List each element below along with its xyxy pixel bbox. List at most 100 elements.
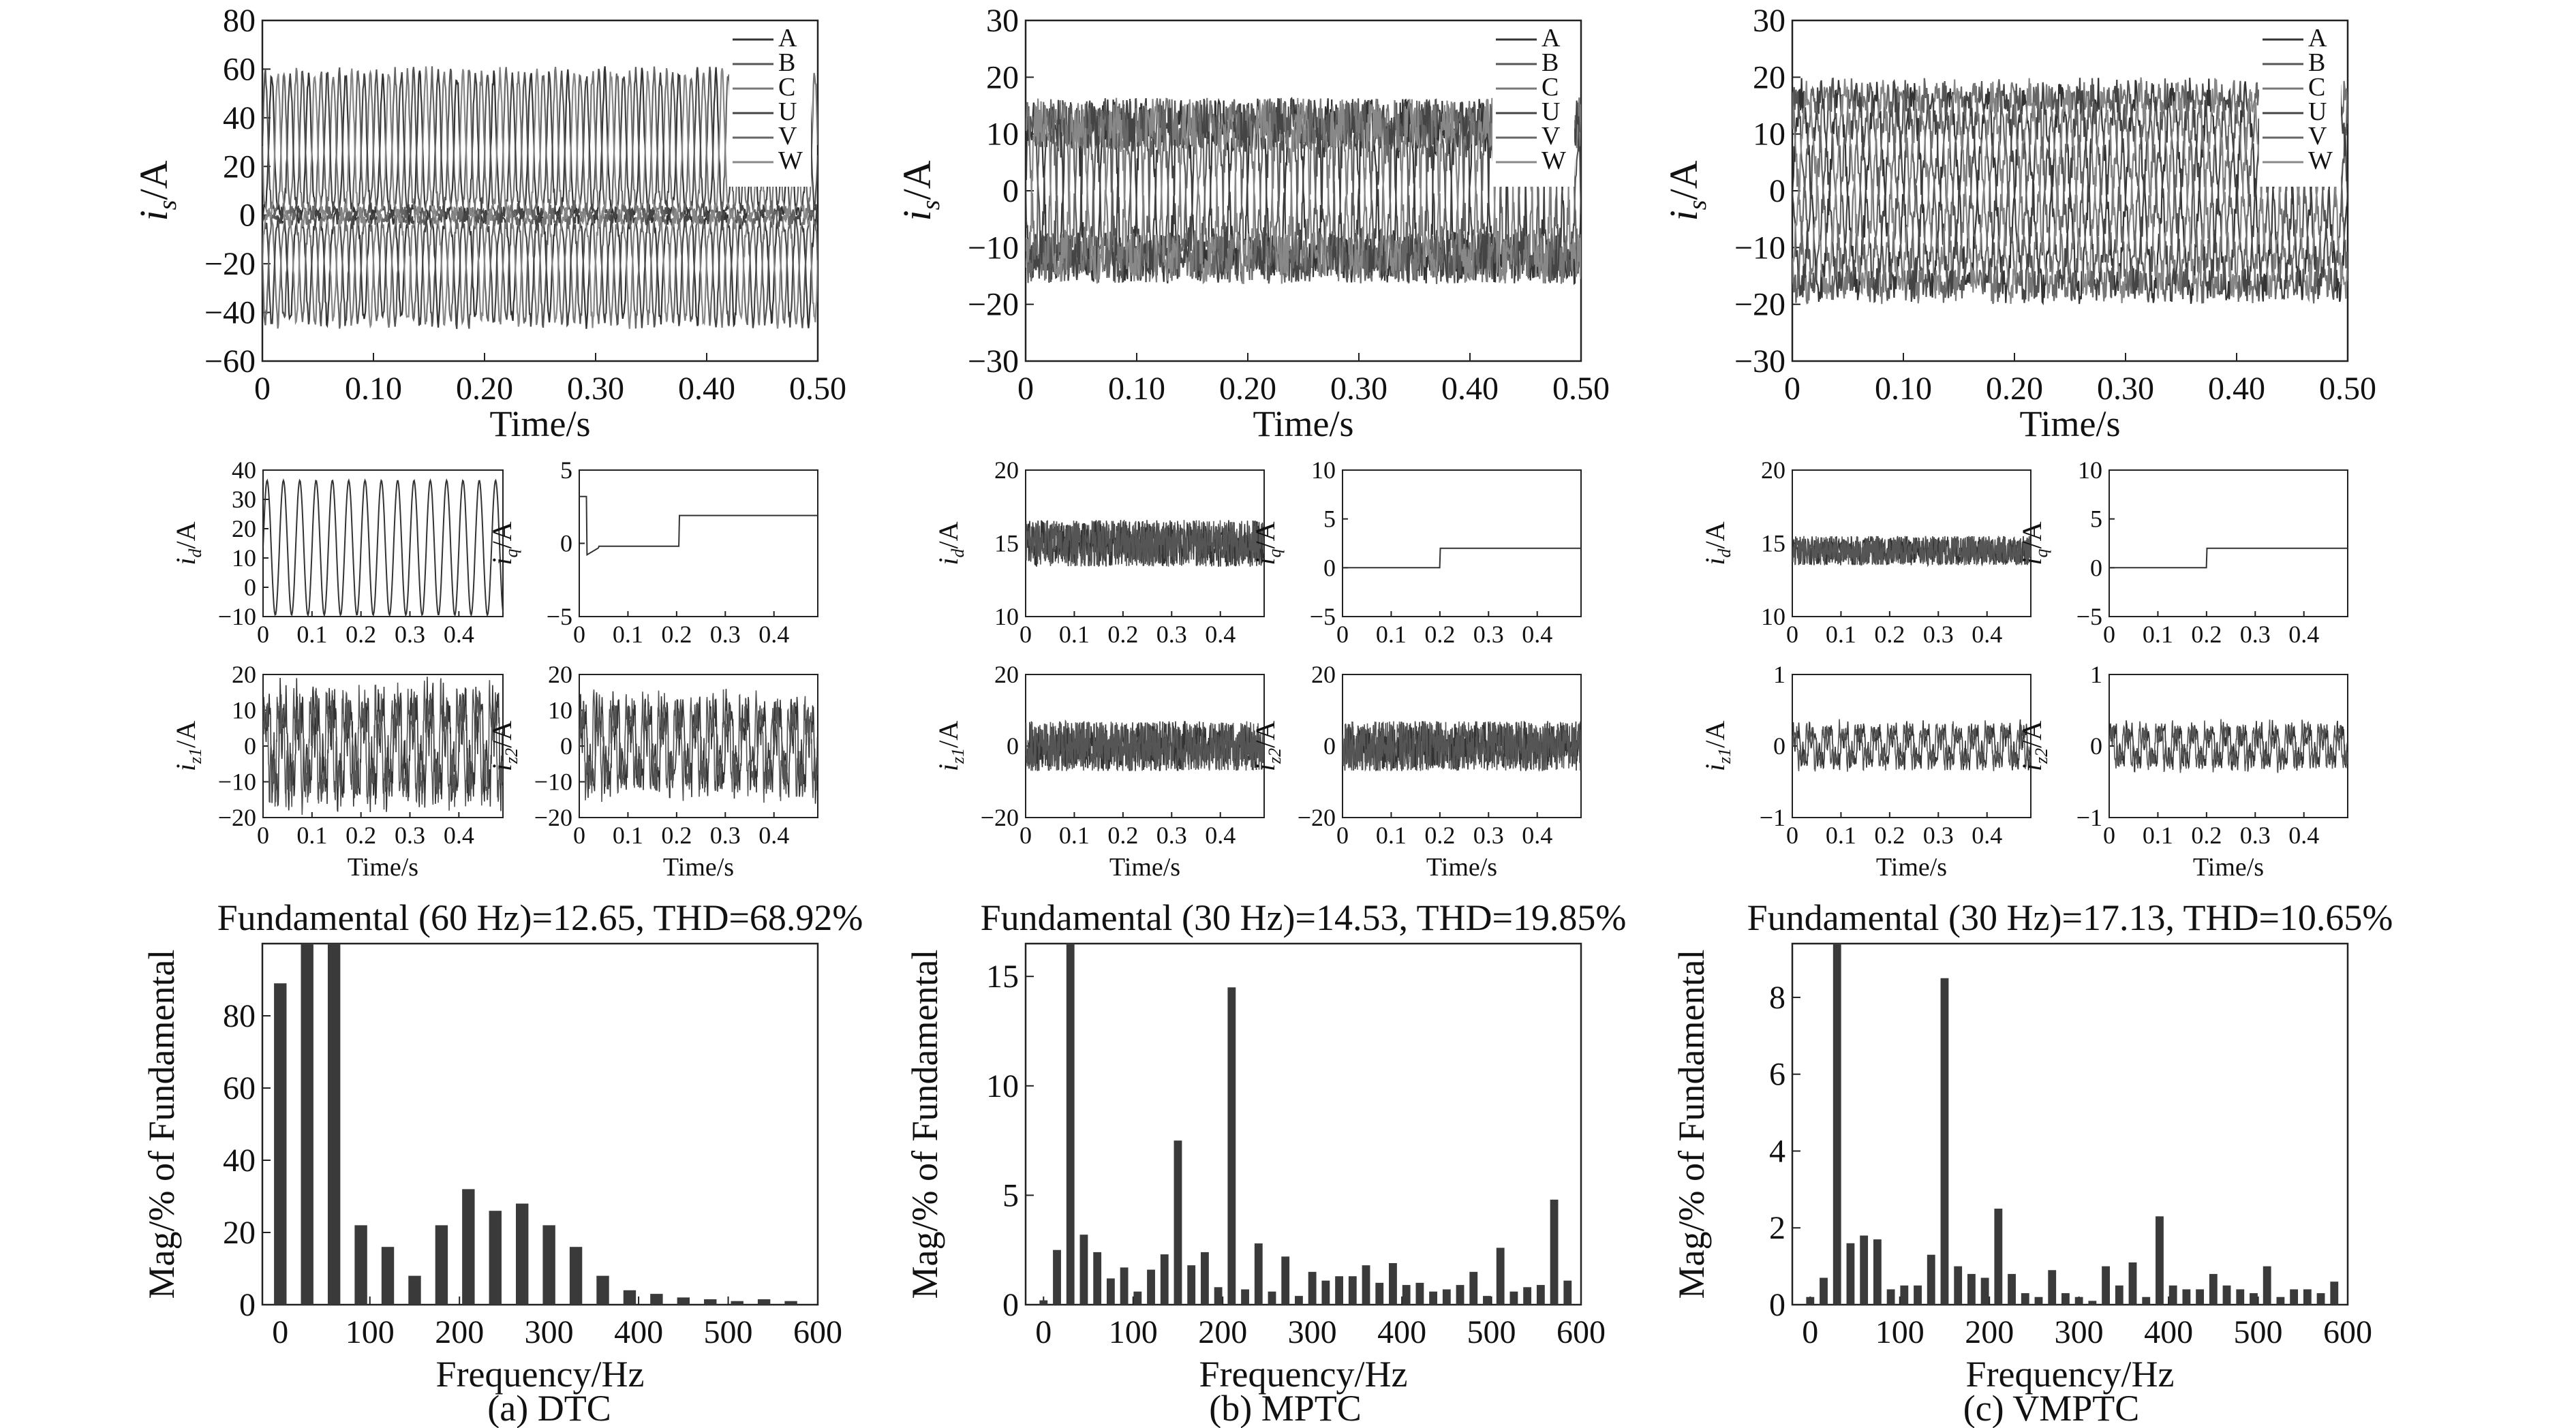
dtc-is-legend-item: V: [778, 122, 797, 151]
mptc-fft-bar: [1241, 1289, 1249, 1305]
mptc-is-ylabel: is/A: [895, 160, 945, 221]
vmptc-iq-ytick-label: 10: [2078, 456, 2102, 484]
mptc-fft-bar: [1281, 1256, 1290, 1305]
vmptc-fft-bar: [1873, 1239, 1882, 1305]
mptc-fft-bar: [1053, 1250, 1061, 1305]
mptc-fft-bar: [1429, 1291, 1438, 1305]
mptc-iz2-xtick-label: 0.1: [1376, 822, 1407, 849]
dtc-iz1-ytick-label: 10: [232, 697, 256, 724]
mptc-fft-bar: [1133, 1291, 1142, 1305]
vmptc-fft-bar: [2276, 1297, 2285, 1305]
mptc-fft-xtick-label: 100: [1109, 1314, 1158, 1350]
vmptc-fft-bar: [2088, 1301, 2097, 1305]
dtc-iz2-xtick-label: 0.3: [710, 822, 741, 849]
mptc-is-series-3: [1026, 97, 1581, 284]
chart-mptc-is: 0 0.10 0.20 0.30 0.40 0.50 −30 −20 −10 0 10 20 30 ABC…: [895, 3, 1610, 444]
vmptc-is-ylabel: is/A: [1661, 160, 1712, 221]
mptc-iq-xtick-label: 0: [1336, 621, 1349, 648]
mptc-id-ytick-label: 20: [994, 456, 1019, 484]
vmptc-iz2-series-2: [2109, 719, 2348, 773]
dtc-iq-series-1: [579, 495, 818, 556]
dtc-is-series-4: [262, 67, 818, 329]
dtc-iz1-ytick-label: −10: [218, 769, 256, 796]
vmptc-fft-bar: [1886, 1289, 1895, 1305]
mptc-is-xtick-label: 0.40: [1441, 371, 1499, 407]
vmptc-is-series-3: [1792, 80, 2348, 305]
mptc-fft-bar: [1415, 1282, 1424, 1305]
mptc-fft-bar: [1174, 1140, 1182, 1305]
dtc-fft-xlabel: Frequency/Hz: [436, 1354, 645, 1395]
vmptc-fft-bar: [1900, 1285, 1909, 1305]
vmptc-is-xtick-label: 0.40: [2208, 371, 2265, 407]
mptc-fft-xlabel: Frequency/Hz: [1199, 1354, 1408, 1395]
vmptc-iz1-ylabel: iz1/A: [1700, 721, 1734, 771]
mptc-fft-xtick-label: 600: [1557, 1314, 1606, 1350]
chart-dtc-is: 0 0.10 0.20 0.30 0.40 0.50 −60 −40 −20 0 20 40 60 80 A…: [132, 3, 846, 444]
mptc-iz2-ytick-label: −20: [1298, 804, 1336, 831]
vmptc-is-ytick-label: 20: [1753, 59, 1785, 95]
vmptc-fft-ytick-label: 4: [1769, 1133, 1785, 1169]
mptc-fft-bar: [1295, 1296, 1303, 1305]
vmptc-is-legend-item: C: [2308, 73, 2325, 102]
dtc-iz1-xtick-label: 0.4: [444, 822, 474, 849]
dtc-iz2-ytick-label: −20: [534, 804, 572, 831]
vmptc-fft-bar: [2290, 1289, 2299, 1305]
mptc-is-series-4: [1026, 98, 1581, 283]
mptc-fft-bar: [1308, 1271, 1317, 1305]
dtc-iz2-xtick-label: 0: [573, 822, 585, 849]
chart-dtc-fft: 0 100 200 300 400 500 600 0 20 40 60 80 Fundamental …: [141, 897, 863, 1395]
mptc-id-ylabel: id/A: [933, 521, 968, 565]
dtc-iz2-series-2: [579, 689, 818, 803]
mptc-fft-ytick-label: 15: [986, 959, 1019, 995]
dtc-fft-bar: [757, 1299, 771, 1305]
vmptc-fft-bar: [2316, 1293, 2325, 1305]
dtc-fft-bar: [704, 1299, 717, 1305]
mptc-is-xtick-label: 0: [1017, 371, 1034, 407]
mptc-fft-bar: [1523, 1287, 1532, 1305]
vmptc-iq-xtick-label: 0.1: [2143, 621, 2173, 648]
mptc-is-xtick-label: 0.30: [1330, 371, 1387, 407]
vmptc-fft-bar: [2061, 1293, 2070, 1305]
vmptc-fft-bar: [1860, 1235, 1869, 1305]
dtc-is-xtick-label: 0.30: [567, 371, 624, 407]
mptc-fft-xtick-label: 400: [1377, 1314, 1426, 1350]
mptc-fft-bar: [1254, 1243, 1263, 1305]
mptc-is-legend-item: W: [1542, 146, 1566, 175]
mptc-fft-bar: [1039, 1300, 1048, 1305]
dtc-fft-bar: [381, 1247, 395, 1305]
dtc-is-ytick-label: −60: [204, 343, 256, 379]
dtc-is-ytick-label: 20: [223, 149, 256, 185]
vmptc-is-series-4: [1792, 78, 2348, 304]
vmptc-fft-xtick-label: 200: [1965, 1314, 2014, 1350]
dtc-id-ytick-label: 0: [244, 574, 256, 601]
mptc-id-xtick-label: 0.3: [1156, 621, 1187, 648]
caption-a: (a) DTC: [487, 1388, 611, 1428]
vmptc-fft-bar: [2196, 1289, 2205, 1305]
dtc-iz2-ytick-label: −10: [534, 769, 572, 796]
mptc-id-xtick-label: 0.1: [1059, 621, 1090, 648]
vmptc-is-xtick-label: 0: [1784, 371, 1800, 407]
mptc-is-ytick-label: 0: [1002, 173, 1019, 209]
mptc-fft-xtick-label: 500: [1467, 1314, 1516, 1350]
mptc-iq-xtick-label: 0.2: [1424, 621, 1455, 648]
dtc-is-legend-item: A: [778, 24, 797, 52]
vmptc-fft-ytick-label: 0: [1769, 1287, 1785, 1323]
dtc-iz1-ytick-label: −20: [218, 804, 256, 831]
dtc-is-series-6: [262, 66, 818, 329]
vmptc-fft-bar: [2034, 1297, 2043, 1305]
mptc-fft-bar: [1536, 1285, 1545, 1305]
mptc-fft-bar: [1456, 1285, 1465, 1305]
vmptc-is-series-6: [1792, 77, 2348, 304]
mptc-iq-frame: [1342, 469, 1582, 617]
dtc-fft-xtick-label: 300: [525, 1314, 574, 1350]
vmptc-iz1-ytick-label: −1: [1760, 804, 1785, 831]
vmptc-iq-xtick-label: 0.3: [2240, 621, 2271, 648]
dtc-id-xtick-label: 0.3: [395, 621, 425, 648]
dtc-id-xtick-label: 0.1: [296, 621, 327, 648]
vmptc-fft-bar: [2263, 1266, 2271, 1305]
mptc-iz2-xtick-label: 0.2: [1424, 822, 1455, 849]
